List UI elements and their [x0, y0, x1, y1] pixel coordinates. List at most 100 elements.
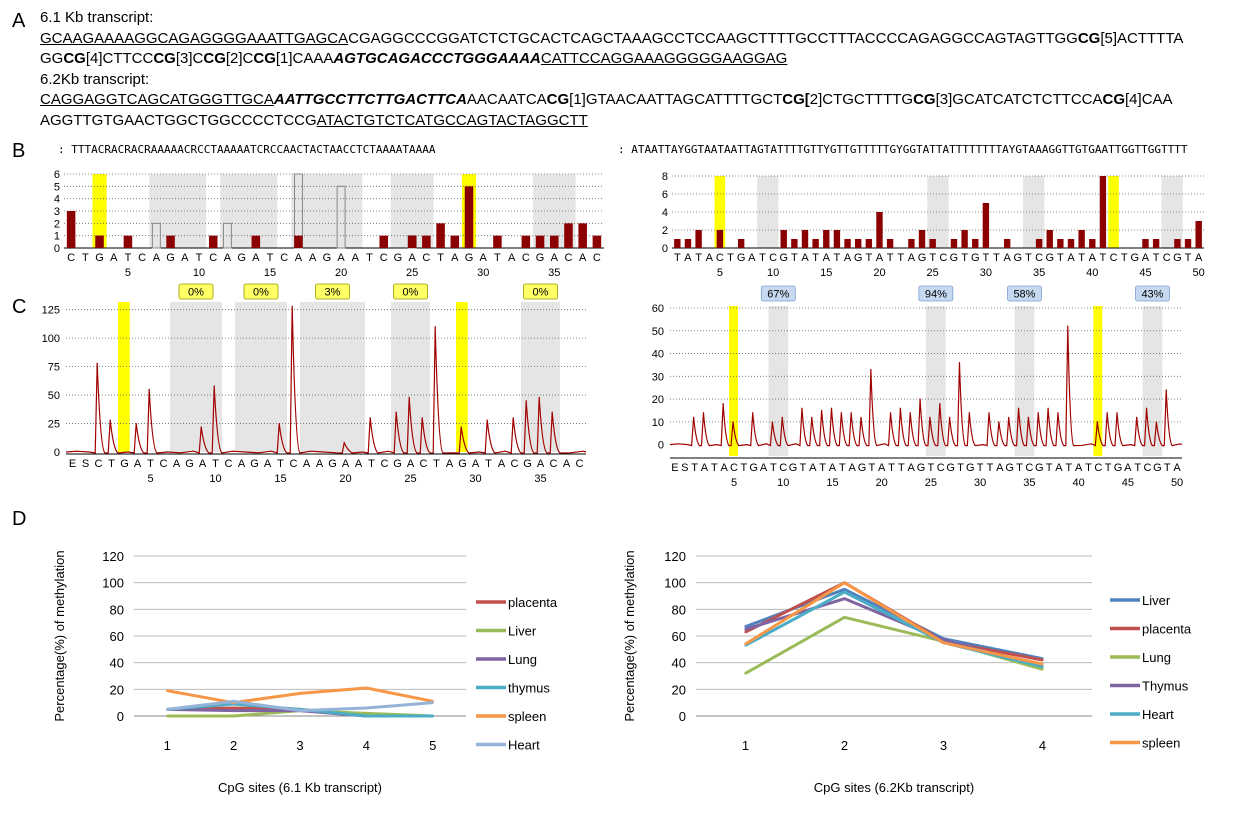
percent-badge-text: 3% [325, 287, 341, 299]
dispensation-letter: T [961, 252, 968, 264]
peak-point [1017, 407, 1020, 409]
dispensation-letter: T [433, 458, 440, 470]
bar [166, 235, 175, 248]
bisulfite-control-band [729, 306, 738, 456]
dispensation-letter: A [480, 252, 488, 264]
data-point [843, 588, 846, 591]
dispensation-letter: C [937, 462, 945, 474]
sequence-segment: [3]C [175, 50, 204, 67]
dispensation-letter: A [760, 462, 768, 474]
x-tick-label: 35 [1023, 477, 1035, 489]
x-tick-label: 3 [296, 738, 303, 753]
y-tick-label: 50 [652, 326, 664, 338]
dispensation-letter: E [69, 458, 76, 470]
bar [535, 235, 545, 248]
dispensation-letter: T [1164, 462, 1171, 474]
x-tick-label: 5 [147, 473, 153, 485]
legend-label: Thymus [1142, 679, 1189, 694]
dispensation-letter: T [834, 252, 841, 264]
peak-point [939, 403, 941, 405]
peak-point [693, 416, 695, 418]
sequence-segment: [1]GTAACAATTAGCATTTTGCT [569, 91, 783, 108]
dispensation-letter: C [511, 458, 519, 470]
x-tick-label: 20 [339, 473, 351, 485]
dispensation-letter: A [153, 252, 161, 264]
dispensation-letter: T [957, 462, 964, 474]
peak-point [1057, 412, 1059, 414]
bar [578, 223, 587, 248]
dispensation-letter: G [523, 458, 532, 470]
data-point [843, 616, 846, 619]
dispensation-letter: A [316, 458, 324, 470]
x-tick-label: 10 [209, 473, 221, 485]
dispensation-letter: G [966, 462, 975, 474]
dispensation-letter: C [769, 252, 777, 264]
dispensation-letter: C [550, 458, 558, 470]
data-point [232, 706, 235, 710]
peak-point [421, 417, 423, 419]
dispensation-letter: G [737, 252, 746, 264]
methylation-line-chart-6-1kb: 0 20 40 60 80 100 120 1 2 3 4 5 CpG sites (6.1 Kb tr… [52, 549, 558, 795]
series-line-spleen [166, 686, 434, 705]
transcript-62-title: 6.2Kb transcript: [40, 70, 150, 88]
dispensation-letter: C [716, 252, 724, 264]
bar [695, 230, 702, 248]
percent-badge-text: 0% [533, 287, 549, 299]
dispensation-letter: T [727, 252, 734, 264]
dispensation-letter: T [366, 252, 373, 264]
y-tick-label: 6 [54, 169, 60, 181]
dispensation-letter: T [108, 458, 115, 470]
dispensation-letter: T [1105, 462, 1112, 474]
dispensation-letter: G [971, 252, 980, 264]
peak-point [148, 388, 150, 390]
y-tick-label: 8 [662, 171, 668, 183]
dispensation-letter: G [536, 252, 545, 264]
peak-point [96, 362, 98, 364]
percent-badge-box [1007, 285, 1042, 302]
data-point [166, 689, 169, 692]
dispensation-letter: C [420, 458, 428, 470]
dispensation-letter: T [1046, 462, 1053, 474]
pyrogram-trace-line [65, 306, 587, 454]
dispensation-letter: G [789, 462, 798, 474]
transcript-61-line-1: GCAAGAAAAGGCAGAGGGGAAATTGAGCACGAGGCCCGGA… [40, 29, 1240, 50]
dispensation-letter: A [355, 458, 363, 470]
bar [1184, 239, 1192, 248]
data-point [744, 642, 747, 646]
sequence-segment: [4]CTTCC [85, 50, 154, 67]
panel-label-a: A [12, 10, 26, 32]
y-tick-label: 20 [652, 394, 664, 406]
y-tick-label: 80 [672, 602, 686, 617]
y-tick-label: 120 [664, 549, 686, 564]
x-tick-label: 50 [1193, 267, 1205, 279]
sequence-segment: CG [203, 50, 226, 67]
x-tick-label: 45 [1139, 267, 1151, 279]
bar [737, 239, 745, 248]
bisulfite-control-band [1093, 306, 1103, 456]
dispensation-letter: A [264, 458, 272, 470]
methylation-percent-badge: 0% [523, 283, 558, 300]
bar [521, 235, 531, 248]
dispensation-letter: T [865, 252, 872, 264]
bar [876, 212, 883, 248]
dispensation-letter: G [1045, 252, 1054, 264]
dispensation-letter: T [437, 252, 444, 264]
dispensation-letter: C [1094, 462, 1102, 474]
data-point [166, 714, 169, 718]
dispensation-letter: G [323, 252, 332, 264]
percent-badge-box [760, 285, 796, 302]
data-point [744, 672, 747, 675]
dispensation-letter: G [917, 462, 926, 474]
peak-point [434, 326, 436, 328]
percent-badge-text: 0% [253, 287, 269, 299]
percent-badge-text: 0% [403, 287, 419, 299]
cpg-site-band [170, 302, 222, 452]
sequence-segment: CG [253, 50, 276, 67]
dispensation-letter: C [380, 252, 388, 264]
y-tick-label: 1 [54, 231, 60, 243]
dispensation-letter: T [897, 252, 904, 264]
dispensation-letter: A [224, 252, 232, 264]
bar [436, 223, 445, 248]
dispensation-letter: S [681, 462, 688, 474]
dispensation-letter: T [277, 458, 284, 470]
